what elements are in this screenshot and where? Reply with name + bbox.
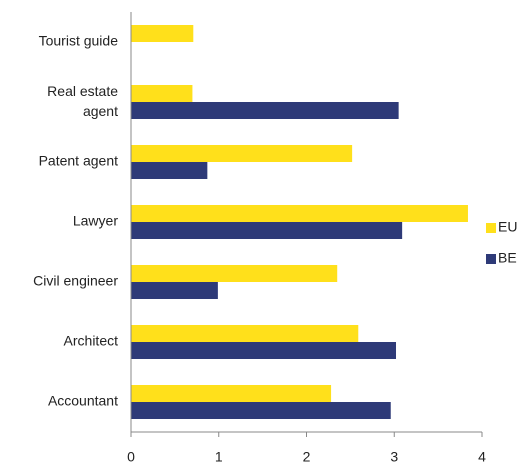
bar bbox=[131, 222, 403, 239]
bar bbox=[131, 385, 332, 402]
y-tick-label: Accountant bbox=[48, 393, 118, 409]
x-tick-label: 1 bbox=[215, 449, 223, 464]
bar bbox=[131, 25, 194, 42]
bar bbox=[131, 85, 193, 102]
bar bbox=[131, 205, 468, 222]
legend-label: EU bbox=[498, 219, 517, 235]
bar bbox=[131, 325, 359, 342]
x-tick-label: 0 bbox=[127, 449, 135, 464]
x-tick-label: 4 bbox=[478, 449, 486, 464]
bar bbox=[131, 282, 218, 299]
y-tick-label: Tourist guide bbox=[39, 33, 119, 49]
y-tick-label: Patent agent bbox=[39, 153, 119, 169]
bar bbox=[131, 102, 399, 119]
bar bbox=[131, 162, 208, 179]
bar bbox=[131, 265, 338, 282]
bar bbox=[131, 402, 391, 419]
y-tick-label: Civil engineer bbox=[33, 273, 118, 289]
y-tick-label: Lawyer bbox=[73, 213, 118, 229]
legend-swatch bbox=[486, 223, 496, 233]
x-tick-label: 3 bbox=[390, 449, 398, 464]
legend-label: BE bbox=[498, 250, 517, 266]
bar bbox=[131, 145, 353, 162]
y-tick-label: Architect bbox=[64, 333, 119, 349]
legend-swatch bbox=[486, 254, 496, 264]
bar bbox=[131, 342, 397, 359]
y-tick-label: Real estate agent bbox=[47, 83, 118, 119]
x-tick-label: 2 bbox=[303, 449, 311, 464]
